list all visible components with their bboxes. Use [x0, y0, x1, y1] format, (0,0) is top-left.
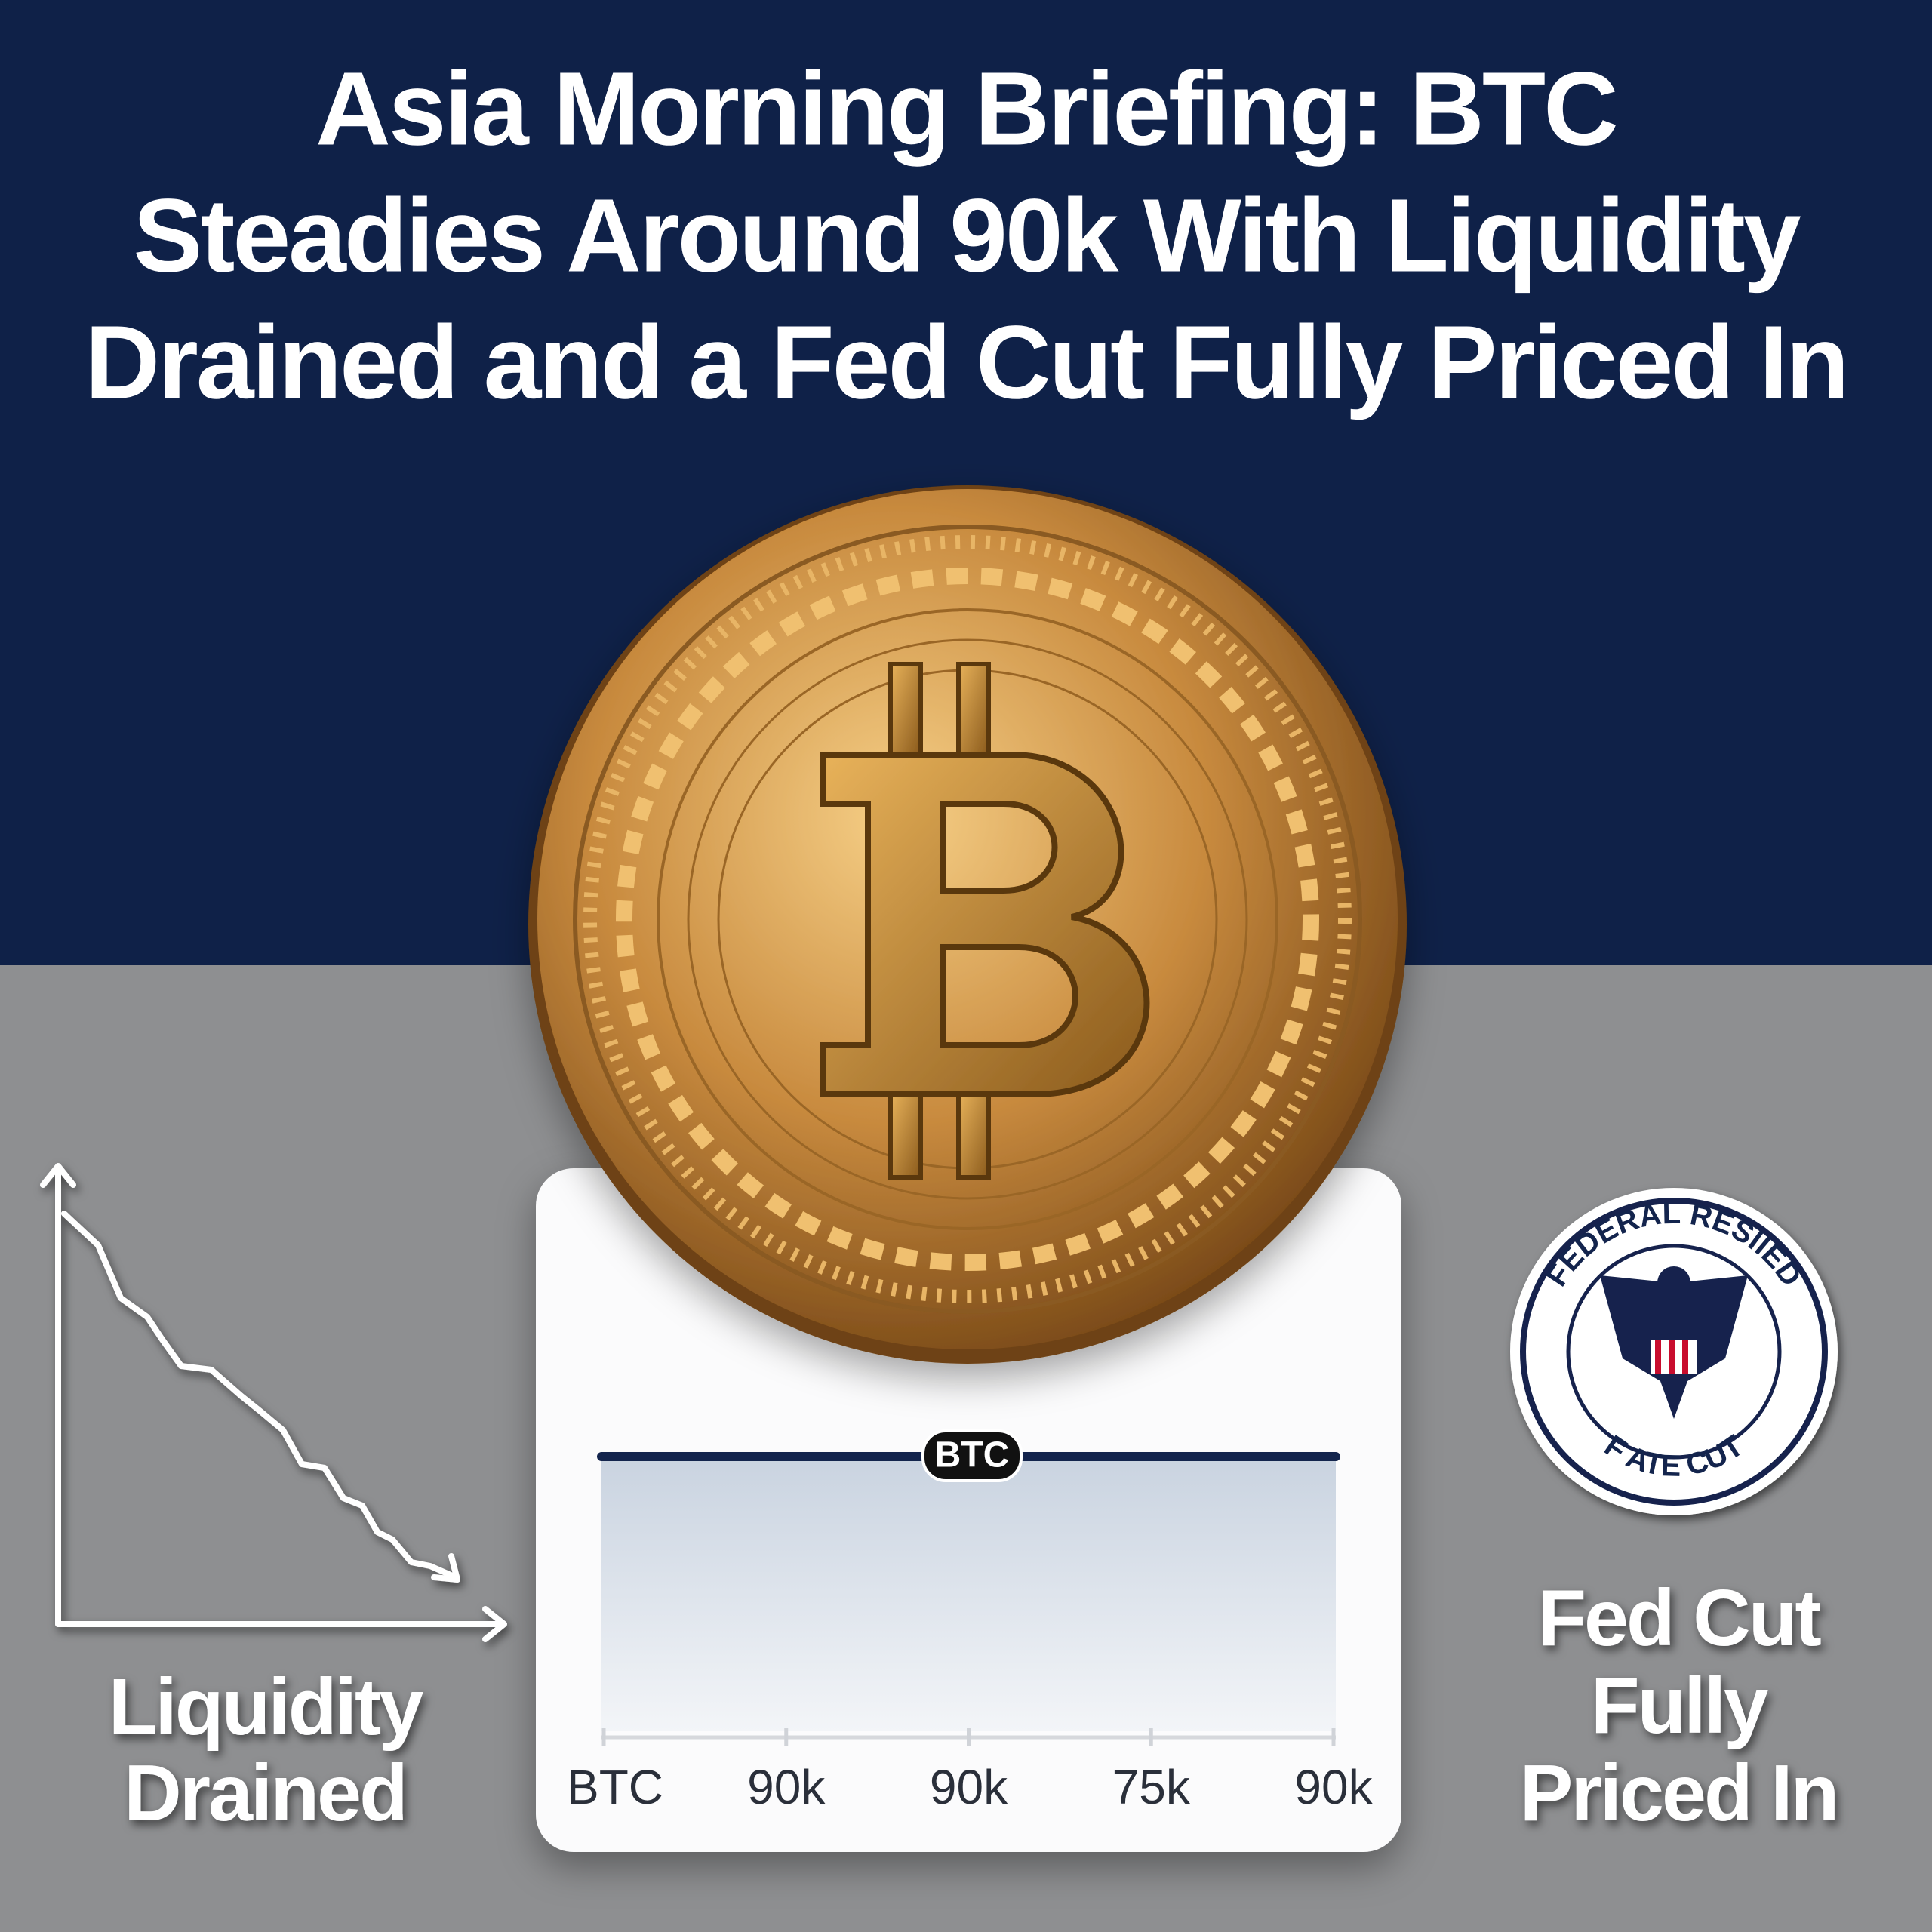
fed-seal — [1510, 1188, 1838, 1515]
label-line: Drained — [124, 1749, 406, 1838]
liquidity-icon — [40, 1163, 507, 1642]
title-line: Asia Morning Briefing: BTC — [315, 51, 1617, 167]
badge: BTC — [935, 1435, 1010, 1475]
chart-area — [601, 1457, 1336, 1731]
title-line: Steadies Around 90k With Liquidity — [133, 177, 1801, 294]
label-line: Liquidity — [109, 1663, 424, 1752]
label-line: Fully — [1591, 1661, 1768, 1750]
title-line: Drained and a Fed Cut Fully Priced In — [85, 304, 1847, 420]
x-tick-label: 90k — [930, 1760, 1008, 1814]
label-line: Fed Cut — [1537, 1574, 1820, 1663]
label-line: Priced In — [1520, 1749, 1838, 1838]
x-tick-label: BTC — [567, 1760, 663, 1814]
x-axis-labels: BTC 90k 90k 75k 90k — [567, 1728, 1374, 1814]
badge-bg — [921, 1429, 1023, 1482]
x-tick-label: 90k — [747, 1760, 826, 1814]
bitcoin-coin — [528, 485, 1407, 1364]
x-tick-label: 90k — [1294, 1760, 1373, 1814]
x-tick-label: 75k — [1112, 1760, 1191, 1814]
